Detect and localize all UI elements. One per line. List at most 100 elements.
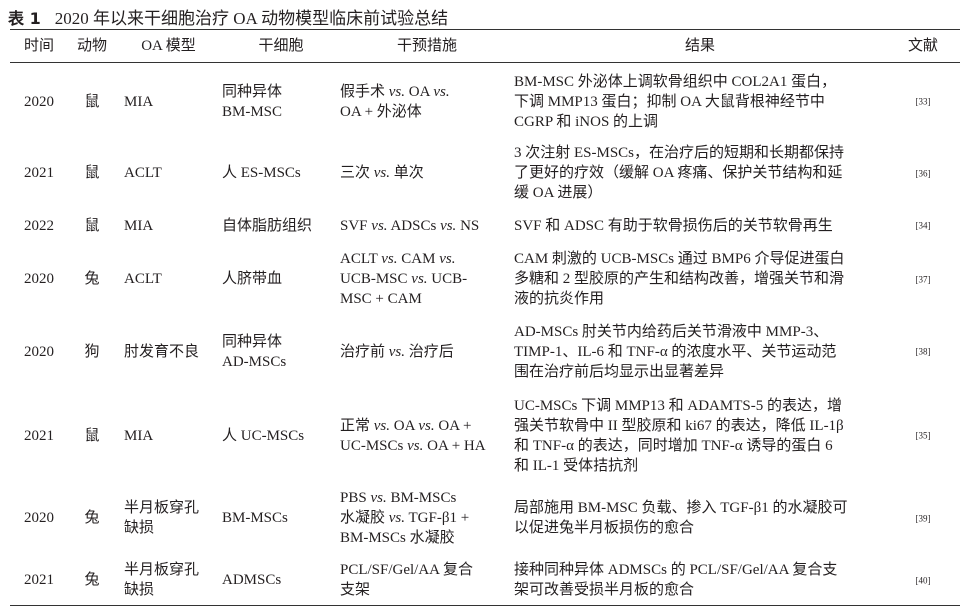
caption-text: 2020 年以来干细胞治疗 OA 动物模型临床前试验总结 xyxy=(54,9,449,28)
header-reference: 文献 xyxy=(907,38,938,54)
cell-result-line: AD-MSCs 肘关节内给药后关节滑液中 MMP-3、 xyxy=(514,323,829,340)
cell-oa-model-line: ACLT xyxy=(124,165,162,181)
cell-intervention-line: OA + 外泌体 xyxy=(340,103,422,120)
cell-intervention-line: 假手术 vs. OA vs. xyxy=(340,83,450,100)
cell-oa-model: 半月板穿孔 缺损 xyxy=(116,556,222,606)
cell-result-line: 下调 MMP13 蛋白；抑制 OA 大鼠背根神经节中 xyxy=(514,93,825,110)
reference-citation: [38] xyxy=(915,346,931,357)
cell-reference: [33] xyxy=(886,63,960,141)
cell-intervention-line: PCL/SF/Gel/AA 复合 xyxy=(340,562,473,579)
cell-result: BM-MSC 外泌体上调软骨组织中 COL2A1 蛋白， 下调 MMP13 蛋白；… xyxy=(514,63,886,141)
table-row: 2022 鼠 MIA 自体脂肪组织 SVF vs. ADSCs vs. NS SVF 和 … xyxy=(10,206,960,246)
cell-intervention-line: SVF vs. ADSCs vs. NS xyxy=(340,217,480,234)
cell-stem-cell: ADMSCs xyxy=(222,556,340,606)
cell-stem-cell-line: 同种异体 xyxy=(222,333,283,350)
cell-intervention: 治疗前 vs. 治疗后 xyxy=(340,313,514,391)
cell-reference: [40] xyxy=(886,556,960,606)
cell-reference: [35] xyxy=(886,391,960,481)
cell-result: 3 次注射 ES-MSCs，在治疗后的短期和长期都保持 了更好的疗效（缓解 OA … xyxy=(514,141,886,206)
table-row: 2021 兔半月板穿孔 缺损 ADMSCs PCL/SF/Gel/AA 复合 支架 接种同种… xyxy=(10,556,960,606)
cell-year: 2021 xyxy=(24,572,54,589)
cell-intervention-line: ACLT vs. CAM vs. xyxy=(340,251,456,267)
cell-year: 2020 xyxy=(24,271,54,287)
header-stem-cell: 干细胞 xyxy=(258,38,304,54)
cell-result-line: CAM 刺激的 UCB-MSCs 通过 BMP6 介导促进蛋白 xyxy=(514,251,845,267)
table-row: 2020 狗 肘发育不良 同种异体 AD-MSCs 治疗前 vs. 治疗后 AD-MSCs … xyxy=(10,313,960,391)
cell-stem-cell: 自体脂肪组织 xyxy=(222,206,340,246)
cell-intervention: SVF vs. ADSCs vs. NS xyxy=(340,206,514,246)
reference-citation: [35] xyxy=(915,430,931,441)
cell-stem-cell: 同种异体 BM-MSC xyxy=(222,63,340,141)
cell-animal: 鼠 xyxy=(84,165,100,181)
cell-result-line: 3 次注射 ES-MSCs，在治疗后的短期和长期都保持 xyxy=(514,145,845,161)
cell-result-line: 缓 OA 进展） xyxy=(514,185,603,201)
cell-year: 2020 xyxy=(24,510,54,526)
cell-intervention: PCL/SF/Gel/AA 复合 支架 xyxy=(340,556,514,606)
cell-stem-cell: 同种异体 AD-MSCs xyxy=(222,313,340,391)
cell-oa-model-line: MIA xyxy=(124,93,154,110)
cell-result-line: 局部施用 BM-MSC 负载、掺入 TGF-β1 的水凝胶可 xyxy=(514,500,848,516)
cell-stem-cell-line: BM-MSCs xyxy=(222,510,288,526)
table-row: 2020 鼠 MIA 同种异体 BM-MSC 假手术 vs. OA vs. OA + 外泌体… xyxy=(10,63,960,141)
cell-result: CAM 刺激的 UCB-MSCs 通过 BMP6 介导促进蛋白 多糖和 2 型胶原… xyxy=(514,246,886,313)
cell-animal: 兔 xyxy=(84,572,100,589)
cell-result-line: TIMP-1、IL-6 和 TNF-α 的浓度水平、关节运动范 xyxy=(514,343,837,360)
cell-result-line: 强关节软骨中 II 型胶原和 ki67 的表达，降低 IL-1β xyxy=(514,417,844,434)
cell-result: UC-MSCs 下调 MMP13 和 ADAMTS-5 的表达，增 强关节软骨中 … xyxy=(514,391,886,481)
cell-oa-model: MIA xyxy=(116,63,222,141)
cell-oa-model: ACLT xyxy=(116,141,222,206)
cell-intervention-line: BM-MSCs 水凝胶 xyxy=(340,530,455,546)
cell-intervention-line: 水凝胶 vs. TGF-β1 + xyxy=(340,510,470,526)
cell-result-line: 围在治疗前后均显示出显著差异 xyxy=(514,363,725,380)
table-row: 2021 鼠 ACLT 人 ES-MSCs 三次 vs. 单次 3 次注射 ES-MSCs… xyxy=(10,141,960,206)
cell-oa-model-line: MIA xyxy=(124,427,154,444)
cell-result-line: 液的抗炎作用 xyxy=(514,291,605,307)
cell-intervention-line: 治疗前 vs. 治疗后 xyxy=(340,343,454,360)
reference-citation: [37] xyxy=(915,274,931,285)
header-result: 结果 xyxy=(684,38,715,54)
table-row: 2020 兔 ACLT 人脐带血 ACLT vs. CAM vs. UCB-MSC vs.… xyxy=(10,246,960,313)
reference-citation: [34] xyxy=(915,220,931,231)
cell-result: 局部施用 BM-MSC 负载、掺入 TGF-β1 的水凝胶可 以促进兔半月板损伤的… xyxy=(514,481,886,556)
cell-intervention: 正常 vs. OA vs. OA + UC-MSCs vs. OA + HA xyxy=(340,391,514,481)
cell-animal: 狗 xyxy=(84,343,100,360)
cell-intervention-line: UCB-MSC vs. UCB- xyxy=(340,271,468,287)
cell-intervention-line: 三次 vs. 单次 xyxy=(340,165,424,181)
cell-intervention: 假手术 vs. OA vs. OA + 外泌体 xyxy=(340,63,514,141)
cell-intervention-line: 正常 vs. OA vs. OA + xyxy=(340,417,472,434)
preclinical-trials-table: 时间 动物 OA 模型 干细胞 干预措施 结果 文献 2020 鼠 MIA 同种异体 B… xyxy=(10,29,960,606)
cell-intervention: PBS vs. BM-MSCs 水凝胶 vs. TGF-β1 + BM-MSCs 水… xyxy=(340,481,514,556)
reference-citation: [33] xyxy=(915,97,931,108)
cell-animal: 兔 xyxy=(84,271,100,287)
cell-result-line: 多糖和 2 型胶原的产生和结构改善，增强关节和滑 xyxy=(514,271,845,287)
cell-result-line: 以促进兔半月板损伤的愈合 xyxy=(514,520,695,536)
cell-year: 2020 xyxy=(24,93,54,110)
cell-oa-model-line: 半月板穿孔 xyxy=(124,562,200,579)
cell-oa-model: 半月板穿孔 缺损 xyxy=(116,481,222,556)
cell-stem-cell: 人脐带血 xyxy=(222,246,340,313)
cell-reference: [34] xyxy=(886,206,960,246)
cell-result-line: 了更好的疗效（缓解 OA 疼痛、保护关节结构和延 xyxy=(514,165,843,181)
cell-animal: 鼠 xyxy=(84,427,100,444)
header-intervention: 干预措施 xyxy=(396,38,457,54)
cell-year: 2021 xyxy=(24,427,54,444)
cell-year: 2021 xyxy=(24,165,54,181)
table-row: 2021 鼠 MIA 人 UC-MSCs 正常 vs. OA vs. OA + UC-MS… xyxy=(10,391,960,481)
table-header: 时间 动物 OA 模型 干细胞 干预措施 结果 文献 xyxy=(10,29,960,63)
cell-result: SVF 和 ADSC 有助于软骨损伤后的关节软骨再生 xyxy=(514,206,886,246)
cell-animal: 兔 xyxy=(84,510,100,526)
cell-oa-model-line: 肘发育不良 xyxy=(124,343,200,360)
table-caption: 表 1 2020 年以来干细胞治疗 OA 动物模型临床前试验总结 xyxy=(8,4,448,29)
cell-stem-cell: 人 UC-MSCs xyxy=(222,391,340,481)
cell-result-line: 架可改善受损半月板的愈合 xyxy=(514,582,695,599)
cell-reference: [39] xyxy=(886,481,960,556)
cell-result-line: UC-MSCs 下调 MMP13 和 ADAMTS-5 的表达，增 xyxy=(514,397,842,414)
cell-year: 2020 xyxy=(24,343,54,360)
cell-stem-cell-line: 人 ES-MSCs xyxy=(222,165,301,181)
cell-intervention: 三次 vs. 单次 xyxy=(340,141,514,206)
cell-oa-model: MIA xyxy=(116,206,222,246)
cell-reference: [37] xyxy=(886,246,960,313)
cell-oa-model-line: ACLT xyxy=(124,271,162,287)
cell-animal: 鼠 xyxy=(84,93,100,110)
cell-result-line: 和 IL-1 受体拮抗剂 xyxy=(514,457,639,474)
